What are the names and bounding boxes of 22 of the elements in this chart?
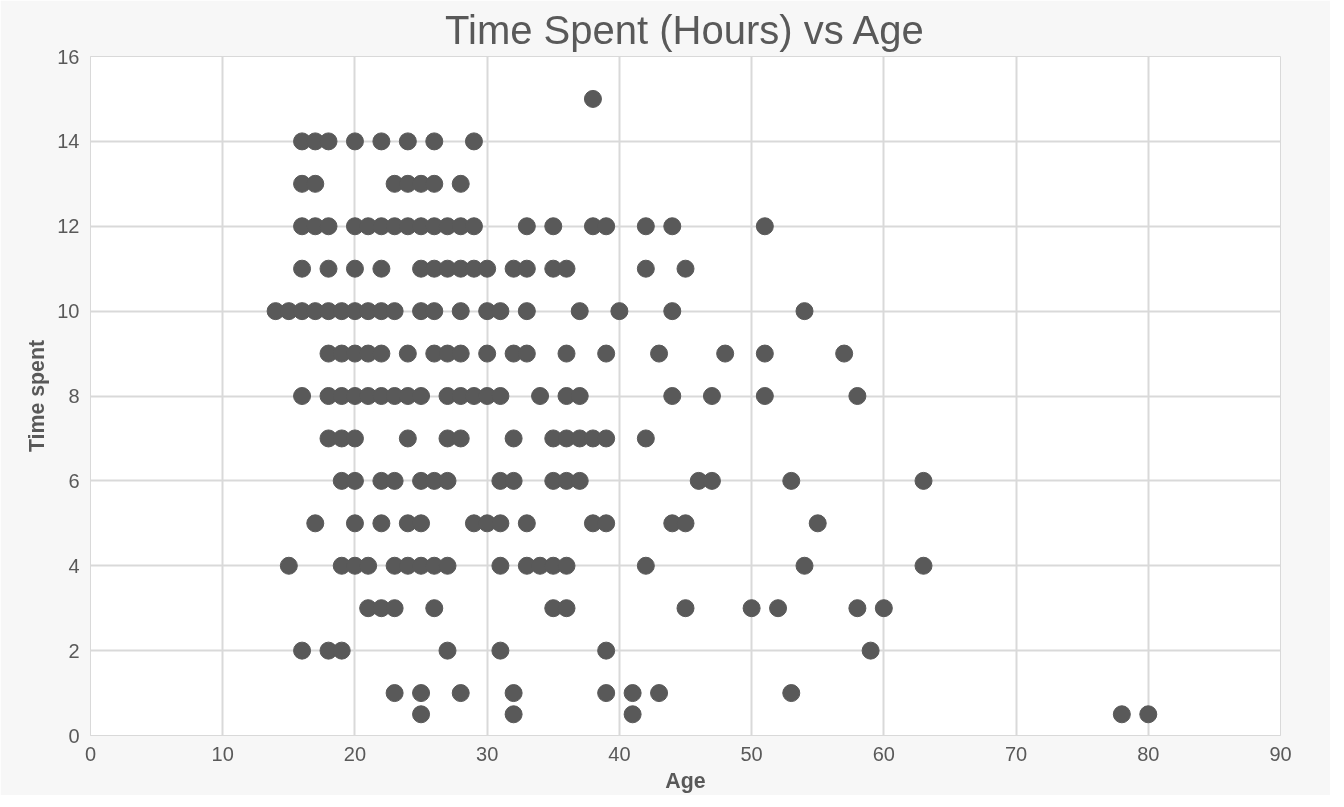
- x-tick-label: 80: [1137, 742, 1160, 765]
- chart-title: Time Spent (Hours) vs Age: [445, 7, 924, 52]
- y-axis-title: Time spent: [25, 339, 50, 453]
- y-tick-label: 14: [57, 130, 80, 153]
- x-tick-label: 40: [608, 742, 631, 765]
- y-tick-label: 4: [68, 554, 80, 577]
- y-tick-label: 2: [68, 639, 80, 662]
- x-tick-label: 60: [872, 742, 895, 765]
- x-tick-label: 70: [1004, 742, 1028, 765]
- y-tick-label: 6: [68, 469, 80, 492]
- y-tick-label: 12: [57, 215, 80, 238]
- y-tick-label: 0: [68, 724, 80, 747]
- x-tick-label: 90: [1269, 742, 1292, 765]
- x-tick-label: 0: [84, 742, 97, 765]
- y-tick-label: 10: [57, 300, 80, 323]
- x-tick-label: 20: [343, 742, 367, 765]
- x-tick-label: 10: [211, 742, 234, 765]
- x-tick-label: 30: [476, 742, 499, 765]
- x-tick-label: 50: [740, 742, 763, 765]
- x-axis-title: Age: [665, 768, 706, 793]
- y-tick-label: 8: [68, 385, 80, 407]
- y-tick-label: 16: [57, 45, 80, 68]
